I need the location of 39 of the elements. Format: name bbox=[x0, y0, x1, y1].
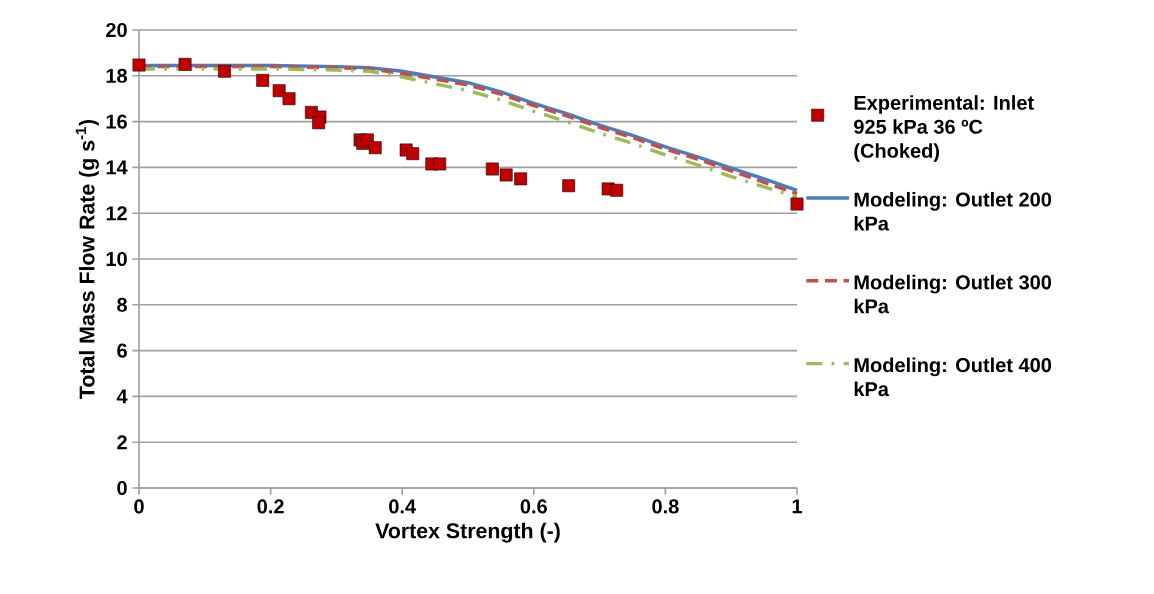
point bbox=[282, 92, 296, 106]
point bbox=[485, 162, 499, 176]
y-tick-label: 0 bbox=[117, 480, 127, 496]
x-tick-label: 0.6 bbox=[520, 499, 547, 514]
legend-label: Modeling: Outlet 200 kPa bbox=[854, 191, 1052, 231]
point bbox=[178, 57, 192, 71]
y-tick-label: 12 bbox=[106, 206, 127, 221]
y-tick-label: 14 bbox=[106, 160, 128, 175]
y-axis-title: Total Mass Flow Rate (g s$^{-1}$) bbox=[75, 119, 99, 399]
point bbox=[272, 84, 286, 98]
y-tick-label: 4 bbox=[116, 389, 128, 404]
x-tick-label: 0 bbox=[134, 499, 144, 514]
point bbox=[218, 64, 231, 78]
point bbox=[433, 157, 447, 171]
point bbox=[562, 179, 576, 193]
point bbox=[312, 116, 326, 130]
x-tick-label: 0.4 bbox=[389, 499, 416, 514]
y-tick-label: 16 bbox=[106, 114, 127, 129]
y-tick-label: 2 bbox=[117, 435, 127, 450]
legend-label: Experimental: Inlet 925 kPa 36 ºC (Choked) bbox=[854, 95, 1034, 162]
legend-label: Modeling: Outlet 400 kPa bbox=[854, 357, 1052, 397]
point bbox=[790, 197, 804, 211]
x-tick-label: 0.8 bbox=[652, 499, 679, 514]
y-tick-label: 8 bbox=[117, 297, 127, 312]
point bbox=[368, 141, 382, 155]
x-axis-title: Vortex Strength (-) bbox=[375, 522, 560, 543]
y-tick-label: 20 bbox=[106, 22, 127, 38]
point bbox=[499, 168, 513, 182]
x-tick-label: 1 bbox=[792, 499, 802, 514]
x-tick-label: 0.2 bbox=[257, 499, 284, 514]
y-tick-label: 6 bbox=[117, 343, 127, 358]
point bbox=[610, 183, 624, 197]
point bbox=[256, 73, 270, 87]
legend-label: Modeling: Outlet 300 kPa bbox=[854, 274, 1052, 314]
point bbox=[406, 147, 420, 161]
point bbox=[514, 172, 528, 186]
y-tick-label: 10 bbox=[106, 251, 127, 267]
y-tick-label: 18 bbox=[106, 68, 127, 83]
point bbox=[132, 58, 146, 72]
